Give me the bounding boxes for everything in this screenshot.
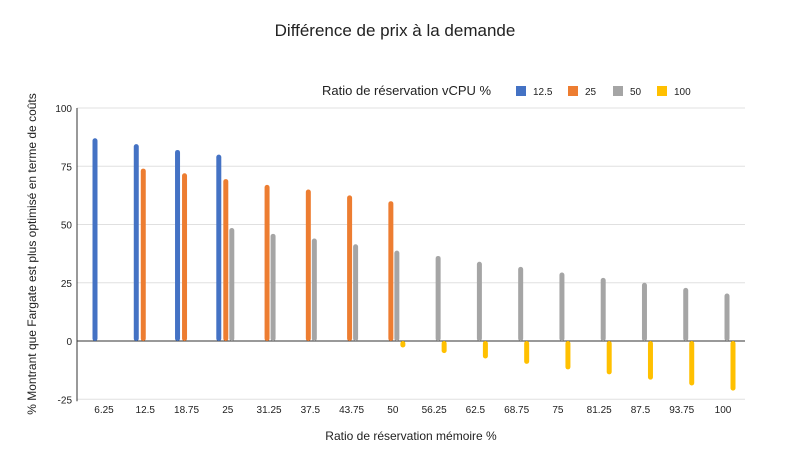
legend-swatch bbox=[613, 86, 623, 96]
bar-25-31_25 bbox=[264, 184, 270, 341]
x-tick-label: 18.75 bbox=[174, 405, 199, 416]
bar-100-75 bbox=[565, 341, 571, 370]
legend-label: 50 bbox=[630, 87, 642, 98]
y-tick-label: 25 bbox=[61, 279, 73, 290]
bar-25-37_5 bbox=[305, 189, 311, 341]
x-tick-label: 75 bbox=[552, 405, 564, 416]
bar-12_5-18_75 bbox=[175, 149, 181, 341]
legend-label: 25 bbox=[585, 87, 597, 98]
bar-50-25 bbox=[229, 227, 235, 341]
bar-12_5-12_5 bbox=[133, 144, 139, 341]
y-tick-label: 75 bbox=[61, 162, 73, 173]
legend-swatch bbox=[516, 86, 526, 96]
x-tick-label: 6.25 bbox=[94, 405, 114, 416]
bar-100-87_5 bbox=[647, 341, 653, 380]
x-tick-label: 87.5 bbox=[631, 405, 651, 416]
bar-100-81_25 bbox=[606, 341, 612, 375]
bar-50-75 bbox=[559, 272, 565, 341]
x-tick-label: 50 bbox=[387, 405, 399, 416]
x-tick-label: 81.25 bbox=[587, 405, 612, 416]
x-tick-label: 68.75 bbox=[504, 405, 529, 416]
legend-title: Ratio de réservation vCPU % bbox=[322, 83, 492, 98]
x-tick-label: 43.75 bbox=[339, 405, 364, 416]
x-axis-title: Ratio de réservation mémoire % bbox=[325, 429, 497, 443]
legend-swatch bbox=[657, 86, 667, 96]
bar-50-93_75 bbox=[683, 287, 689, 341]
bar-50-81_25 bbox=[600, 277, 606, 341]
x-tick-label: 62.5 bbox=[466, 405, 486, 416]
bar-50-68_75 bbox=[518, 266, 524, 341]
x-tick-label: 31.25 bbox=[257, 405, 282, 416]
legend-label: 12.5 bbox=[533, 87, 553, 98]
bar-50-37_5 bbox=[311, 238, 317, 341]
bar-50-100 bbox=[724, 293, 730, 341]
chart-title: Différence de prix à la demande bbox=[275, 21, 516, 40]
x-tick-label: 37.5 bbox=[301, 405, 321, 416]
bar-100-93_75 bbox=[689, 341, 695, 386]
y-tick-label: -25 bbox=[58, 395, 73, 406]
bar-12_5-25 bbox=[216, 154, 222, 341]
bar-25-50 bbox=[388, 201, 394, 341]
x-tick-label: 93.75 bbox=[669, 405, 694, 416]
y-axis-title: % Montrant que Fargate est plus optimisé… bbox=[25, 93, 39, 415]
x-tick-label: 100 bbox=[715, 405, 732, 416]
bar-100-50 bbox=[400, 341, 406, 348]
bar-50-31_25 bbox=[270, 233, 276, 341]
bar-12_5-6_25 bbox=[92, 138, 98, 341]
bar-25-43_75 bbox=[347, 195, 353, 341]
bar-25-18_75 bbox=[182, 173, 188, 341]
bar-50-87_5 bbox=[641, 282, 647, 341]
x-tick-label: 12.5 bbox=[136, 405, 156, 416]
bar-100-62_5 bbox=[482, 341, 488, 359]
bar-50-50 bbox=[394, 250, 400, 341]
bar-100-68_75 bbox=[524, 341, 530, 364]
bar-50-62_5 bbox=[476, 261, 482, 341]
bar-100-100 bbox=[730, 341, 736, 391]
bar-25-12_5 bbox=[140, 168, 146, 341]
legend-label: 100 bbox=[674, 87, 691, 98]
bar-50-43_75 bbox=[353, 244, 359, 341]
y-tick-label: 0 bbox=[66, 337, 72, 348]
x-tick-label: 25 bbox=[222, 405, 234, 416]
legend-swatch bbox=[568, 86, 578, 96]
bar-50-56_25 bbox=[435, 255, 441, 341]
x-tick-label: 56.25 bbox=[422, 405, 447, 416]
y-tick-label: 100 bbox=[55, 104, 72, 115]
bar-100-56_25 bbox=[441, 341, 447, 354]
y-tick-label: 50 bbox=[61, 221, 73, 232]
bar-25-25 bbox=[223, 179, 229, 341]
